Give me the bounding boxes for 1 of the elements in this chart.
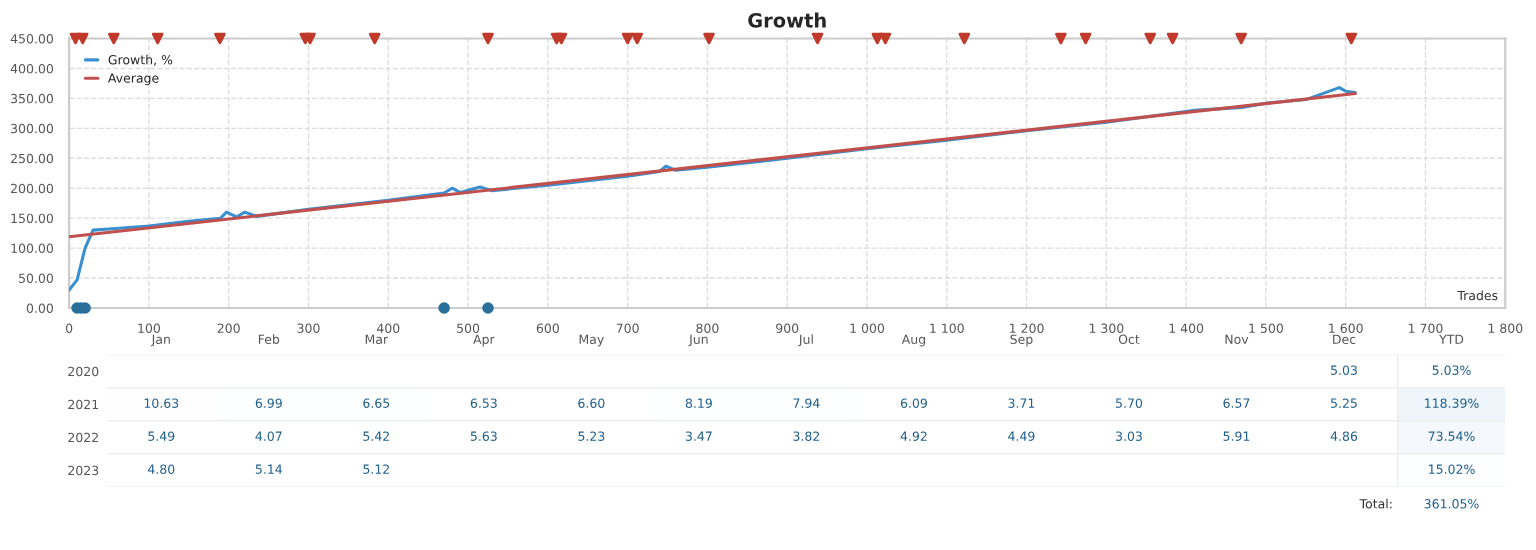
chart-title: Growth bbox=[748, 12, 826, 28]
